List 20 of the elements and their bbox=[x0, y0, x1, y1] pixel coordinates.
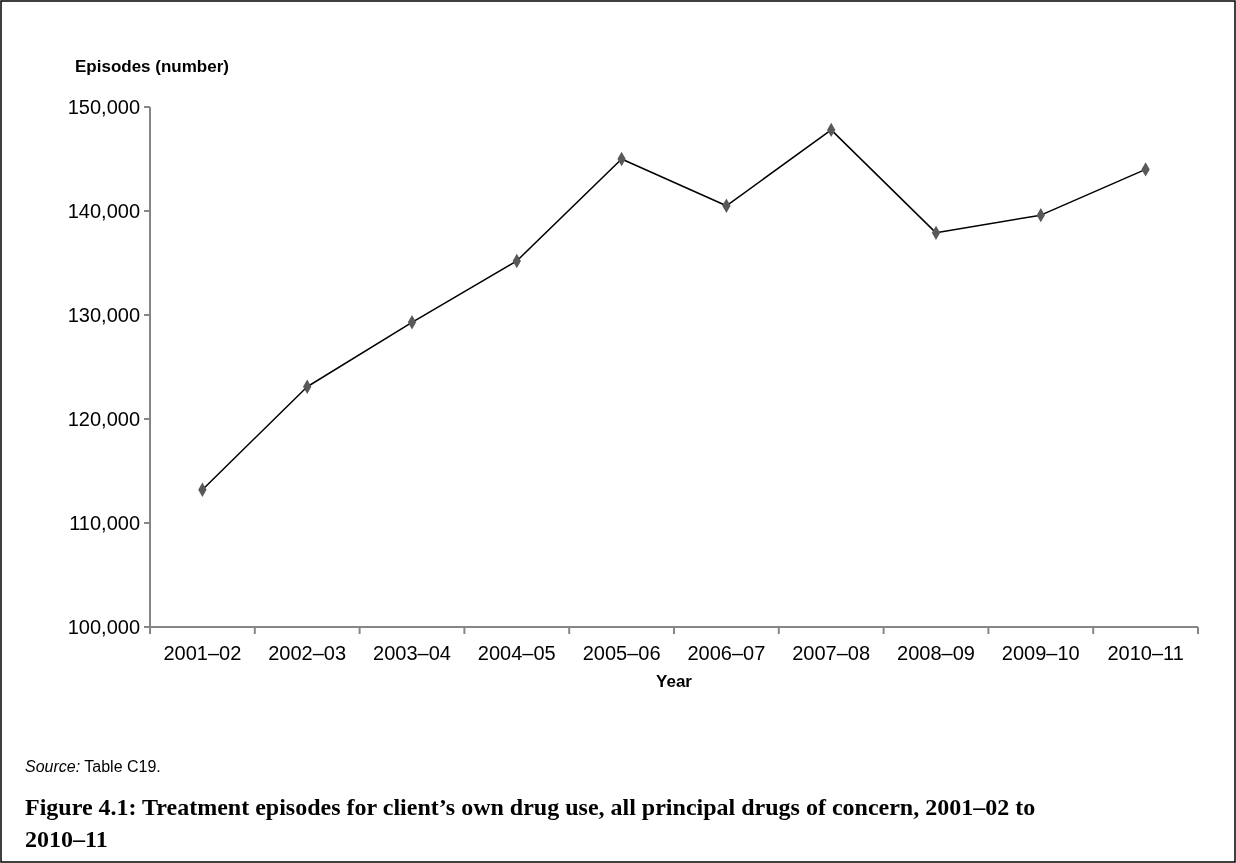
x-tick-label: 2002–03 bbox=[268, 642, 347, 664]
y-axis-title: Episodes (number) bbox=[75, 57, 229, 76]
text: Figure 4.1: Treatment episodes for client’s own drug use, all principal drugs of concern, 2001–02 to 2010–11 bbox=[25, 794, 1036, 852]
x-tick-label: 2004–05 bbox=[477, 642, 556, 664]
x-tick-label: 2003–04 bbox=[373, 642, 451, 664]
y-tick-label: 110,000 bbox=[69, 512, 140, 534]
x-tick-label: 2009–10 bbox=[1001, 642, 1080, 664]
x-tick-label: 2010–11 bbox=[1107, 642, 1184, 664]
y-tick-label: 120,000 bbox=[67, 408, 140, 430]
x-axis-title: Year bbox=[656, 672, 693, 691]
y-tick-label: 100,000 bbox=[67, 616, 140, 638]
y-tick-label: 140,000 bbox=[67, 200, 140, 222]
y-tick-label: 150,000 bbox=[67, 96, 140, 118]
x-tick-label: 2008–09 bbox=[897, 642, 975, 664]
x-tick-label: 2001–02 bbox=[163, 642, 242, 664]
x-tick-label: 2005–06 bbox=[582, 642, 661, 664]
x-tick-label: 2006–07 bbox=[687, 642, 766, 664]
y-tick-label: 130,000 bbox=[67, 304, 140, 326]
x-tick-label: 2007–08 bbox=[792, 642, 871, 664]
source-note: Source: Table C19. bbox=[25, 758, 161, 775]
